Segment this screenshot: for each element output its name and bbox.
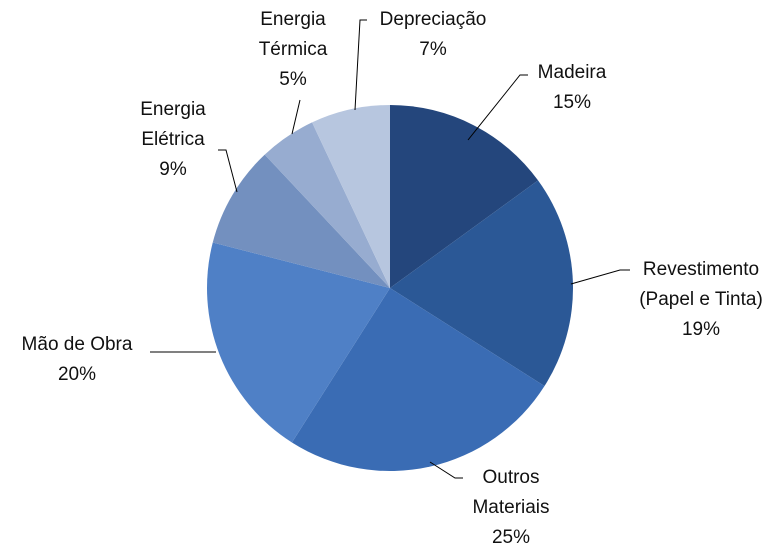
value-label: 25% xyxy=(491,527,531,548)
category-label: Outros Materiais xyxy=(472,467,550,518)
pie-slice xyxy=(390,105,539,288)
value-label: 5% xyxy=(279,69,307,90)
pie-slice xyxy=(264,122,390,288)
category-label: Energia Térmica xyxy=(258,9,328,60)
slice-label: Depreciação 7% xyxy=(358,5,508,65)
category-label: Energia Elétrica xyxy=(140,99,206,150)
slice-label: Revestimento (Papel e Tinta) 19% xyxy=(621,255,781,345)
leader-line xyxy=(291,99,301,135)
pie-slice xyxy=(206,242,390,443)
slice-label: Mão de Obra 20% xyxy=(2,330,152,390)
slice-label: Outros Materiais 25% xyxy=(461,463,561,549)
value-label: 19% xyxy=(681,319,721,340)
slice-label: Energia Térmica 5% xyxy=(248,5,338,95)
pie-slice xyxy=(212,154,390,288)
leader-line xyxy=(570,269,630,285)
category-label: Depreciação xyxy=(379,9,487,30)
value-label: 15% xyxy=(552,92,592,113)
pie-slice xyxy=(390,180,573,387)
category-label: Revestimento (Papel e Tinta) xyxy=(639,259,763,310)
leader-line xyxy=(429,461,463,479)
leader-line xyxy=(354,19,367,111)
category-label: Mão de Obra xyxy=(21,334,133,355)
leader-line xyxy=(467,74,528,141)
pie-slice xyxy=(291,288,545,471)
slice-label: Energia Elétrica 9% xyxy=(128,95,218,185)
value-label: 9% xyxy=(159,159,187,180)
category-label: Madeira xyxy=(537,62,607,83)
value-label: 20% xyxy=(57,364,97,385)
leader-line xyxy=(218,149,238,193)
pie-slice xyxy=(312,105,390,288)
value-label: 7% xyxy=(419,39,447,60)
slice-label: Madeira 15% xyxy=(512,58,632,118)
